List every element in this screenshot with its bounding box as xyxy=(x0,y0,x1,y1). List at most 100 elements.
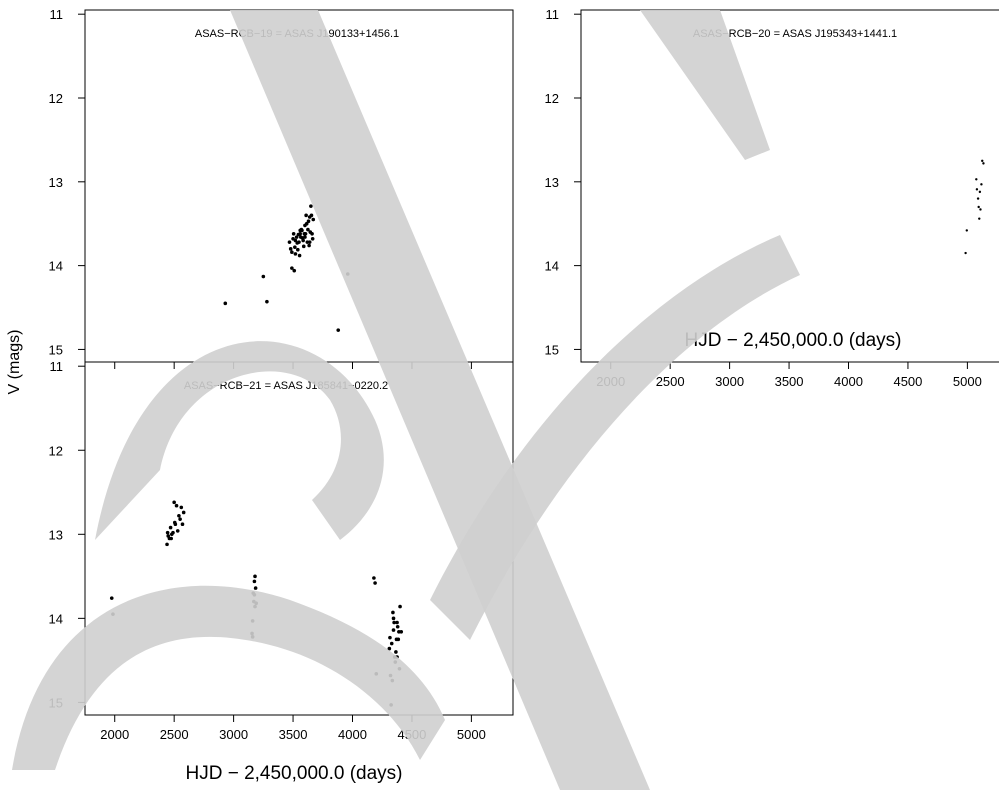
panel-rcb20-frame xyxy=(580,9,999,363)
panel-rcb21-data-point xyxy=(165,542,169,547)
panel-rcb19-data-point xyxy=(290,250,294,255)
draft-watermark xyxy=(12,10,800,790)
panel-rcb20-data-point xyxy=(979,208,982,211)
panel-rcb21-data-point xyxy=(252,579,257,584)
panel-rcb19-data-point xyxy=(293,238,298,243)
panel-rcb21-data-point xyxy=(253,574,257,579)
panel-rcb21-y-tick-label: 14 xyxy=(49,611,63,626)
panel-rcb20-title: ASAS−RCB−20 = ASAS J195343+1441.1 xyxy=(693,28,897,40)
panel-rcb21-x-tick-label: 2500 xyxy=(160,727,189,742)
panel-rcb21-data-point xyxy=(398,604,402,609)
panel-rcb19-data-point xyxy=(293,245,297,249)
panel-rcb19-data-point xyxy=(296,232,301,237)
panel-rcb21-data-point xyxy=(395,620,399,625)
panel-rcb19-y-tick-label: 14 xyxy=(49,259,63,274)
panel-rcb19-data-point xyxy=(265,299,269,304)
panel-rcb20-data-point xyxy=(976,197,980,200)
panel-rcb21-data-point xyxy=(172,500,176,505)
panel-rcb21-data-point xyxy=(181,510,186,515)
panel-rcb21-y-tick-label: 13 xyxy=(49,527,63,542)
panel-rcb20-data-point xyxy=(980,183,983,186)
panel-rcb20-x-tick-label: 4000 xyxy=(834,374,863,389)
panel-rcb20-y-tick-label: 12 xyxy=(545,91,559,106)
panel-rcb21-data-point xyxy=(391,616,396,621)
panel-rcb21-data-point xyxy=(373,581,377,585)
panel-rcb19-data-point xyxy=(296,247,300,252)
panel-rcb21-data-point xyxy=(109,596,114,600)
panel-rcb19-data-point xyxy=(298,228,302,233)
panel-rcb20: ASAS−RCB−20 = ASAS J195343+1441.1 HJD − … xyxy=(545,7,985,389)
panel-rcb19-y-tick-label: 13 xyxy=(49,175,63,190)
panel-rcb21-data-point xyxy=(391,628,396,632)
panel-rcb21-data-point xyxy=(395,624,400,629)
panel-rcb19-data-point xyxy=(295,241,300,245)
panel-rcb19-data-point xyxy=(293,252,298,256)
panel-rcb21-data-point xyxy=(165,530,170,535)
panel-rcb21-data-point xyxy=(169,536,173,541)
panel-rcb19-data-point xyxy=(304,221,309,226)
panel-rcb20-data-point xyxy=(975,188,979,191)
panel-rcb21-x-tick-label: 5000 xyxy=(457,727,486,742)
panel-rcb19-data-point xyxy=(291,231,296,236)
panel-rcb20-x-axis-title: HJD − 2,450,000.0 (days) xyxy=(684,330,901,351)
panel-rcb19-data-point xyxy=(308,230,313,234)
panel-rcb20-x-tick-label: 3500 xyxy=(775,374,804,389)
panel-rcb20-x-tick-label: 3000 xyxy=(715,374,744,389)
y-axis-title: V (mags) xyxy=(6,330,23,395)
panel-rcb19-data-point xyxy=(301,244,306,249)
panel-rcb20-y-tick-label: 13 xyxy=(545,175,559,190)
panel-rcb21-data-point xyxy=(171,530,175,535)
panel-rcb19-data-point xyxy=(307,243,311,248)
panel-rcb21-data-point xyxy=(389,641,394,646)
panel-rcb19-data-point xyxy=(301,238,305,243)
panel-rcb19-data-point xyxy=(306,219,311,223)
panel-rcb20-x-tick-label: 2500 xyxy=(656,374,685,389)
panel-rcb20-data-point xyxy=(981,159,984,163)
panel-rcb19-data-point xyxy=(287,240,292,244)
panel-rcb21-data-point xyxy=(253,586,258,590)
panel-rcb19-data-point xyxy=(303,235,307,239)
panel-rcb21-data-point xyxy=(392,620,396,625)
panel-rcb21-data-point xyxy=(394,650,398,654)
panel-rcb21-data-point xyxy=(388,635,392,640)
panel-rcb19-data-point xyxy=(311,217,316,222)
panel-rcb19-data-point xyxy=(309,213,314,218)
panel-rcb21-data-point xyxy=(372,576,376,580)
panel-rcb20-y-tick-label: 15 xyxy=(545,342,559,357)
panel-rcb21-data-point xyxy=(391,610,395,615)
panel-rcb19-data-point xyxy=(306,227,310,232)
panel-rcb19-data-point xyxy=(307,240,312,244)
panel-rcb21-data-point xyxy=(396,637,401,642)
panel-rcb21-data-point xyxy=(387,646,392,651)
panel-rcb21-data-point xyxy=(179,505,184,510)
panel-rcb20-data-point xyxy=(978,190,982,194)
panel-rcb21-data-point xyxy=(172,520,177,525)
panel-rcb20-data-point xyxy=(964,251,967,255)
panel-rcb21-data-point xyxy=(399,629,404,634)
panel-rcb19-data-point xyxy=(297,253,302,258)
panel-rcb21-x-axis-title: HJD − 2,450,000.0 (days) xyxy=(185,763,402,784)
panel-rcb20-y-tick-label: 11 xyxy=(546,7,560,22)
panel-rcb19-y-tick-label: 12 xyxy=(49,91,63,106)
panel-rcb20-y-tick-label: 14 xyxy=(545,259,559,274)
panel-rcb19-y-tick-label: 15 xyxy=(49,342,63,357)
panel-rcb21-data-point xyxy=(177,514,181,518)
panel-rcb19-data-point xyxy=(310,237,315,241)
panel-rcb21-y-tick-label: 11 xyxy=(50,359,64,374)
panel-rcb21-x-tick-label: 3500 xyxy=(279,727,308,742)
panel-rcb19-data-point xyxy=(223,301,228,306)
panel-rcb21-x-tick-label: 4000 xyxy=(338,727,367,742)
panel-rcb20-data-point xyxy=(982,162,985,165)
panel-rcb19-data-point xyxy=(298,235,303,239)
panel-rcb19-data-point xyxy=(294,235,299,239)
panel-rcb21-data-point xyxy=(168,525,173,530)
panel-rcb21-data-point xyxy=(180,522,185,527)
panel-rcb21-x-tick-label: 2000 xyxy=(100,727,129,742)
panel-rcb19-data-point xyxy=(261,274,266,279)
panel-rcb19-y-tick-label: 11 xyxy=(50,7,64,22)
panel-rcb20-data-point xyxy=(977,205,980,209)
panel-rcb19-data-point xyxy=(304,213,308,218)
panel-rcb21-x-tick-label: 3000 xyxy=(219,727,248,742)
panel-rcb20-data-point xyxy=(978,217,981,220)
